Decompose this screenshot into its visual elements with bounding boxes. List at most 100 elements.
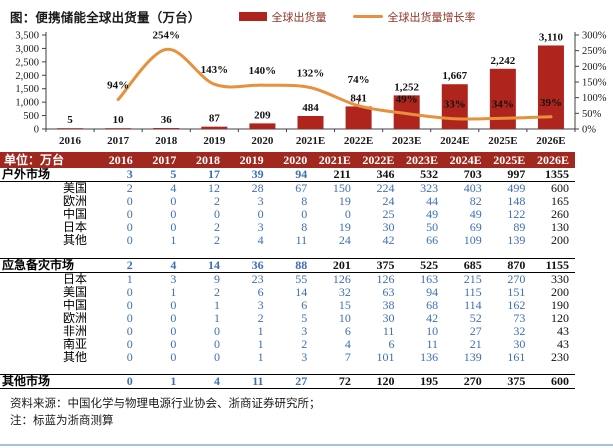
total-value: 3 [95, 168, 139, 182]
left-axis-label: 500 [23, 111, 39, 122]
table-header-row: 单位：万台 2016 2017 2018 2019 2020 2021E 2022E 2023E… [0, 152, 575, 168]
region-value: 230 [551, 350, 569, 364]
region-value: 11 [426, 337, 439, 351]
year-column-header: 2021E [313, 152, 357, 168]
region-value: 49 [469, 208, 482, 221]
right-axis-label: 300% [582, 31, 607, 42]
region-value: 6 [257, 285, 264, 299]
total-value: 72 [313, 374, 357, 389]
year-column-header: 2023E [400, 152, 445, 168]
total-value: 2 [95, 257, 139, 273]
growth-value-label: 39% [540, 97, 562, 109]
region-value: 11 [382, 324, 395, 338]
section-total-row: 其他市场 0 1 4 11 27 72 120 195 270 375 600 [0, 374, 575, 389]
region-value: 25 [382, 208, 395, 221]
region-value: 32 [338, 285, 351, 299]
region-value: 101 [376, 350, 395, 364]
region-value: 0 [126, 311, 133, 325]
region-value: 0 [301, 208, 308, 221]
total-value: 375 [487, 374, 532, 389]
bar-value-label: 10 [113, 114, 125, 126]
region-value: 270 [507, 272, 526, 286]
region-label: 中国 [63, 298, 88, 312]
estimate-note: 注：标蓝为浙商测算 [10, 414, 114, 427]
region-value: 1 [126, 272, 133, 286]
region-value: 42 [382, 234, 395, 247]
region-value: 8 [301, 221, 308, 234]
left-axis-label: 0 [34, 125, 39, 136]
total-value: 1355 [531, 168, 575, 182]
bar-value-label: 36 [161, 114, 173, 126]
region-value: 0 [170, 350, 177, 364]
left-axis-label: 2,500 [15, 57, 39, 68]
chart-title: 图：便携储能全球出货量（万台） [10, 11, 201, 25]
region-value: 82 [469, 195, 482, 208]
section-name: 应急备灾市场 [0, 257, 96, 273]
region-value: 600 [551, 181, 569, 195]
region-value: 10 [426, 324, 439, 338]
bar-2020 [249, 123, 276, 129]
region-value: 109 [463, 234, 482, 247]
spacer-cell [0, 247, 575, 258]
growth-value-label: 33% [444, 99, 466, 111]
section-total-row: 应急备灾市场 2 4 14 36 88 201 375 525 685 870 1155 [0, 257, 575, 273]
table-row: 美国 2 4 12 28 67 150 224 323 403 499 600 [0, 182, 575, 196]
region-value: 1 [170, 285, 177, 299]
legend-item: 全球出货量 [238, 9, 327, 25]
bar-series-swatch-icon [238, 12, 267, 21]
total-value: 375 [356, 257, 401, 273]
total-value: 532 [400, 168, 445, 182]
bar-value-label: 209 [254, 109, 271, 121]
region-value: 0 [170, 298, 177, 312]
year-column-header: 2022E [356, 152, 401, 168]
right-axis-label: 0% [582, 125, 596, 136]
left-axis-label: 3,500 [15, 31, 39, 42]
region-value: 2 [213, 221, 220, 234]
year-column-header: 2018 [182, 152, 226, 168]
right-axis-label: 250% [582, 46, 607, 57]
total-value: 4 [138, 257, 183, 273]
region-value: 3 [257, 195, 264, 208]
region-value: 52 [469, 311, 482, 325]
right-axis-label: 50% [582, 109, 602, 120]
x-category-label: 2019 [203, 135, 226, 147]
total-value: 195 [400, 374, 445, 389]
region-value: 8 [301, 195, 308, 208]
year-column-header: 2019 [225, 152, 270, 168]
total-value: 270 [444, 374, 488, 389]
region-value: 136 [420, 350, 439, 364]
region-value: 2 [257, 311, 264, 325]
region-value: 0 [213, 324, 220, 338]
total-value: 997 [487, 168, 532, 182]
bar-value-label: 5 [67, 114, 73, 126]
region-value: 499 [507, 181, 526, 195]
region-value: 114 [464, 298, 482, 312]
region-label: 非洲 [63, 324, 88, 338]
region-value: 120 [551, 311, 569, 325]
region-value: 55 [295, 272, 308, 286]
total-value: 1 [138, 374, 183, 389]
region-value: 122 [507, 208, 526, 221]
total-value: 600 [531, 374, 575, 389]
line-series-swatch-icon [352, 15, 383, 18]
region-value: 1 [213, 298, 220, 312]
region-value: 30 [513, 337, 526, 351]
region-value: 4 [170, 181, 177, 195]
region-value: 151 [507, 285, 526, 299]
legend-label: 全球出货量增长率 [387, 11, 476, 24]
region-value: 1 [257, 324, 264, 338]
region-value: 6 [344, 324, 351, 338]
table-row: 美国 0 1 2 6 14 32 63 94 115 151 200 [0, 286, 575, 299]
region-value: 66 [426, 234, 439, 247]
region-value: 0 [126, 324, 133, 338]
year-column-header: 2026E [531, 152, 575, 168]
region-value: 1 [170, 234, 177, 247]
region-value: 63 [382, 285, 395, 299]
total-value: 14 [182, 257, 226, 273]
region-value: 0 [170, 324, 177, 338]
spacer-row [0, 364, 575, 375]
region-value: 4 [257, 234, 264, 247]
table-row: 非洲 0 0 0 1 3 6 11 10 27 32 43 [0, 325, 575, 338]
region-value: 0 [170, 221, 177, 234]
